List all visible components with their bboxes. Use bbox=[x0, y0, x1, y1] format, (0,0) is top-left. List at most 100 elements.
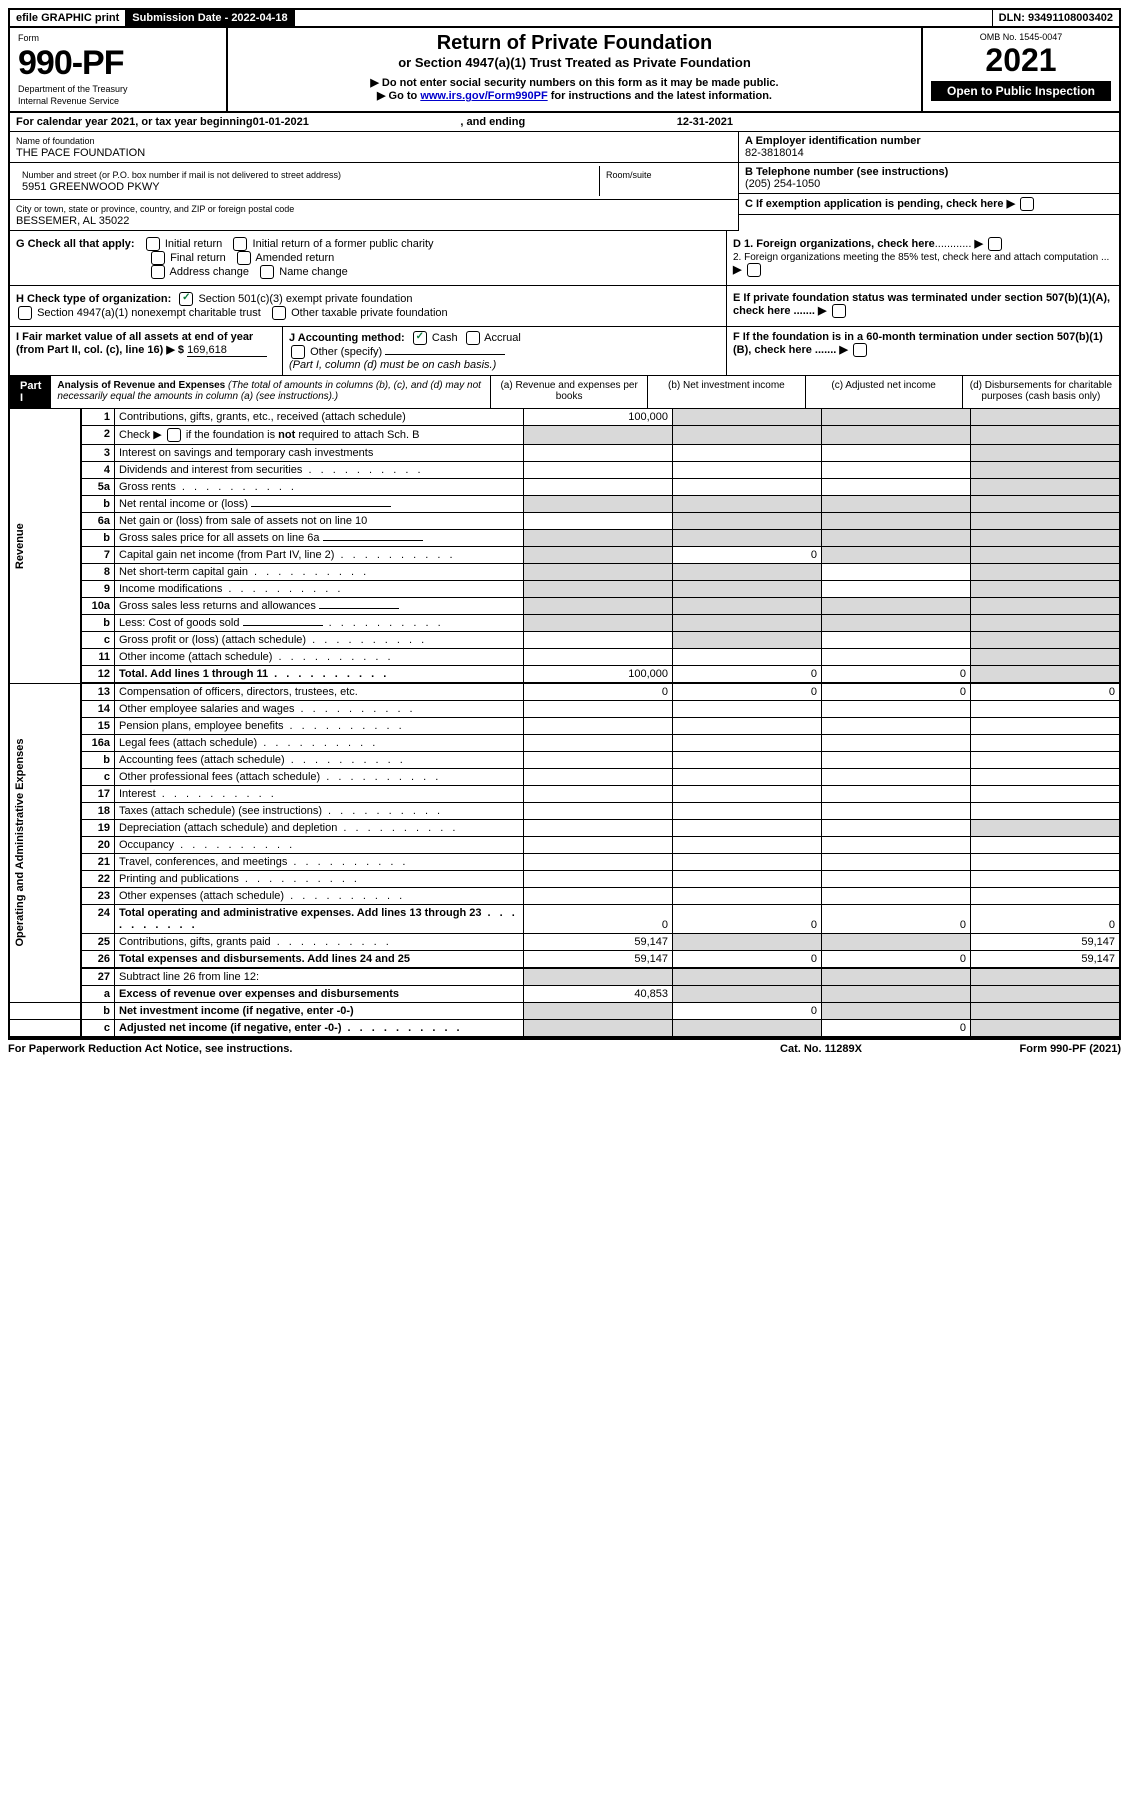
note1: ▶ Do not enter social security numbers o… bbox=[236, 76, 913, 89]
table-row: 27Subtract line 26 from line 12: bbox=[9, 968, 1120, 986]
checkbox-f[interactable] bbox=[853, 343, 867, 357]
table-row: 26Total expenses and disbursements. Add … bbox=[9, 951, 1120, 969]
omb: OMB No. 1545-0047 bbox=[931, 32, 1111, 42]
dln: DLN: 93491108003402 bbox=[993, 10, 1119, 26]
footer-mid: Cat. No. 11289X bbox=[721, 1043, 921, 1055]
tax-year: 2021 bbox=[931, 42, 1111, 79]
g-d-row: G Check all that apply: Initial return I… bbox=[8, 231, 1121, 286]
opex-label: Operating and Administrative Expenses bbox=[9, 683, 81, 1003]
header-right: OMB No. 1545-0047 2021 Open to Public In… bbox=[923, 28, 1119, 111]
part-desc: Analysis of Revenue and Expenses (The to… bbox=[51, 376, 490, 408]
checkbox-4947[interactable] bbox=[18, 306, 32, 320]
foundation-name-cell: Name of foundation THE PACE FOUNDATION bbox=[10, 132, 738, 163]
table-row: cGross profit or (loss) (attach schedule… bbox=[9, 632, 1120, 649]
i-j-f-row: I Fair market value of all assets at end… bbox=[8, 327, 1121, 376]
table-row: 19Depreciation (attach schedule) and dep… bbox=[9, 820, 1120, 837]
table-row: 12Total. Add lines 1 through 11100,00000 bbox=[9, 666, 1120, 684]
table-row: 8Net short-term capital gain bbox=[9, 564, 1120, 581]
checkbox-accrual[interactable] bbox=[466, 331, 480, 345]
irs: Internal Revenue Service bbox=[18, 96, 119, 106]
table-row: 7Capital gain net income (from Part IV, … bbox=[9, 547, 1120, 564]
checkbox-schb[interactable] bbox=[167, 428, 181, 442]
table-row: aExcess of revenue over expenses and dis… bbox=[9, 986, 1120, 1003]
table-row: 24Total operating and administrative exp… bbox=[9, 905, 1120, 934]
checkbox-501c3[interactable] bbox=[179, 292, 193, 306]
checkbox-amended[interactable] bbox=[237, 251, 251, 265]
top-bar: efile GRAPHIC print Submission Date - 20… bbox=[8, 8, 1121, 28]
table-row: 16aLegal fees (attach schedule) bbox=[9, 735, 1120, 752]
checkbox-address[interactable] bbox=[151, 265, 165, 279]
table-row: 18Taxes (attach schedule) (see instructi… bbox=[9, 803, 1120, 820]
city-cell: City or town, state or province, country… bbox=[10, 200, 738, 231]
form-title: Return of Private Foundation bbox=[236, 32, 913, 55]
form-subtitle: or Section 4947(a)(1) Trust Treated as P… bbox=[236, 55, 913, 70]
checkbox-cash[interactable] bbox=[413, 331, 427, 345]
j-section: J Accounting method: Cash Accrual Other … bbox=[283, 327, 727, 375]
ein-cell: A Employer identification number 82-3818… bbox=[739, 132, 1119, 163]
checkbox-initial[interactable] bbox=[146, 237, 160, 251]
table-row: 5aGross rents bbox=[9, 479, 1120, 496]
header-left: Form 990-PF Department of the Treasury I… bbox=[10, 28, 228, 111]
table-row: 23Other expenses (attach schedule) bbox=[9, 888, 1120, 905]
table-row: 2Check ▶ if the foundation is not requir… bbox=[9, 426, 1120, 445]
table-row: bGross sales price for all assets on lin… bbox=[9, 530, 1120, 547]
checkbox-other-taxable[interactable] bbox=[272, 306, 286, 320]
note2: ▶ Go to www.irs.gov/Form990PF for instru… bbox=[236, 89, 913, 102]
i-section: I Fair market value of all assets at end… bbox=[10, 327, 283, 375]
table-row: 6aNet gain or (loss) from sale of assets… bbox=[9, 513, 1120, 530]
table-row: 25Contributions, gifts, grants paid59,14… bbox=[9, 934, 1120, 951]
table-row: Operating and Administrative Expenses 13… bbox=[9, 683, 1120, 701]
calendar-year-row: For calendar year 2021, or tax year begi… bbox=[8, 113, 1121, 132]
checkbox-final[interactable] bbox=[151, 251, 165, 265]
table-row: bLess: Cost of goods sold bbox=[9, 615, 1120, 632]
table-row: 3Interest on savings and temporary cash … bbox=[9, 445, 1120, 462]
spacer bbox=[295, 10, 993, 26]
h-e-row: H Check type of organization: Section 50… bbox=[8, 286, 1121, 327]
table-row: 11Other income (attach schedule) bbox=[9, 649, 1120, 666]
table-row: bNet rental income or (loss) bbox=[9, 496, 1120, 513]
table-row: 22Printing and publications bbox=[9, 871, 1120, 888]
table-row: 17Interest bbox=[9, 786, 1120, 803]
page-footer: For Paperwork Reduction Act Notice, see … bbox=[8, 1038, 1121, 1055]
d-section: D 1. Foreign organizations, check here..… bbox=[727, 231, 1119, 285]
part-label: Part I bbox=[10, 376, 51, 408]
address-cell: Number and street (or P.O. box number if… bbox=[10, 163, 738, 200]
footer-right: Form 990-PF (2021) bbox=[921, 1043, 1121, 1055]
checkbox-d2[interactable] bbox=[747, 263, 761, 277]
table-row: 15Pension plans, employee benefits bbox=[9, 718, 1120, 735]
table-row: bAccounting fees (attach schedule) bbox=[9, 752, 1120, 769]
h-section: H Check type of organization: Section 50… bbox=[10, 286, 727, 326]
checkbox-initial-former[interactable] bbox=[233, 237, 247, 251]
checkbox-c[interactable] bbox=[1020, 197, 1034, 211]
form-link[interactable]: www.irs.gov/Form990PF bbox=[420, 90, 547, 102]
table-row: 10aGross sales less returns and allowanc… bbox=[9, 598, 1120, 615]
table-row: 21Travel, conferences, and meetings bbox=[9, 854, 1120, 871]
checkbox-other-method[interactable] bbox=[291, 345, 305, 359]
col-c-header: (c) Adjusted net income bbox=[806, 376, 963, 408]
form-label: Form bbox=[18, 33, 39, 43]
col-d-header: (d) Disbursements for charitable purpose… bbox=[963, 376, 1119, 408]
checkbox-name[interactable] bbox=[260, 265, 274, 279]
dept: Department of the Treasury bbox=[18, 84, 128, 94]
part1-header: Part I Analysis of Revenue and Expenses … bbox=[8, 376, 1121, 409]
submission-date: Submission Date - 2022-04-18 bbox=[126, 10, 294, 26]
info-row-1: Name of foundation THE PACE FOUNDATION N… bbox=[8, 132, 1121, 231]
revenue-label: Revenue bbox=[9, 409, 81, 683]
part1-table: Revenue 1 Contributions, gifts, grants, … bbox=[8, 409, 1121, 1038]
table-row: bNet investment income (if negative, ent… bbox=[9, 1003, 1120, 1020]
col-b-header: (b) Net investment income bbox=[648, 376, 805, 408]
table-row: cAdjusted net income (if negative, enter… bbox=[9, 1020, 1120, 1038]
efile-label: efile GRAPHIC print bbox=[10, 10, 126, 26]
checkbox-d1[interactable] bbox=[988, 237, 1002, 251]
table-row: cOther professional fees (attach schedul… bbox=[9, 769, 1120, 786]
open-inspection: Open to Public Inspection bbox=[931, 81, 1111, 101]
checkbox-e[interactable] bbox=[832, 304, 846, 318]
form-header: Form 990-PF Department of the Treasury I… bbox=[8, 28, 1121, 113]
col-a-header: (a) Revenue and expenses per books bbox=[491, 376, 648, 408]
table-row: Revenue 1 Contributions, gifts, grants, … bbox=[9, 409, 1120, 426]
header-center: Return of Private Foundation or Section … bbox=[228, 28, 923, 111]
table-row: 4Dividends and interest from securities bbox=[9, 462, 1120, 479]
exemption-cell: C If exemption application is pending, c… bbox=[739, 194, 1119, 215]
e-section: E If private foundation status was termi… bbox=[727, 286, 1119, 326]
phone-cell: B Telephone number (see instructions) (2… bbox=[739, 163, 1119, 194]
